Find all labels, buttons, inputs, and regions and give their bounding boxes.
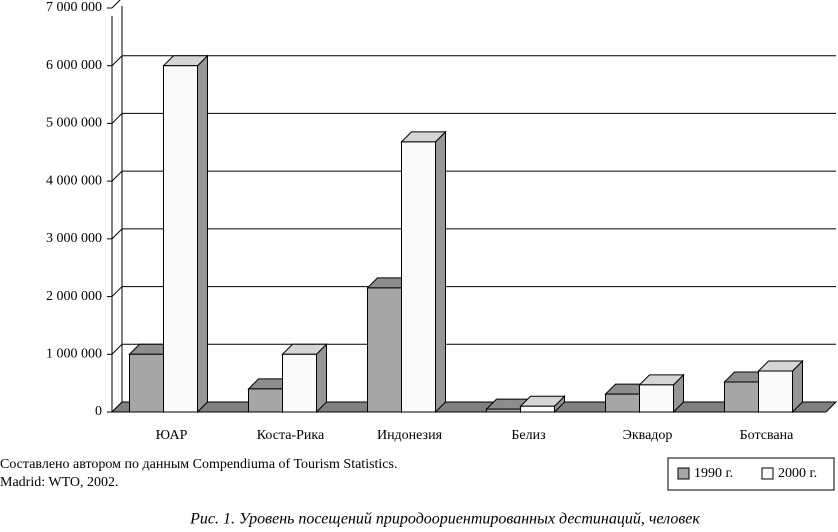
grid-line [111,286,836,297]
grid-line [111,0,121,9]
y-tick-label: 4 000 000 [46,173,102,188]
bar [367,287,402,413]
y-tick-label: 7 000 000 [46,0,102,15]
bar [605,393,640,413]
bar [486,408,521,413]
grid-line [111,112,836,124]
bar [401,141,436,413]
bar [758,370,793,413]
legend-swatch [761,467,774,480]
x-tick-label: Ботсвана [740,428,794,443]
source-line: Составлено автором по данным Compendiuma… [0,457,397,472]
legend-label: 1990 г. [694,466,733,481]
x-tick-label: Эквадор [623,428,673,443]
grid-line [111,55,836,67]
bar [639,384,674,413]
bar [248,388,283,413]
bar [724,381,759,413]
x-tick-label: Белиз [511,428,546,443]
bar [163,65,198,413]
bar-side [435,130,446,414]
y-tick-label: 3 000 000 [46,231,102,246]
y-tick-label: 6 000 000 [46,58,102,73]
bar-side [316,343,327,414]
grid-line [111,228,836,240]
x-tick-label: Коста-Рика [257,428,325,443]
x-tick-label: ЮАР [156,428,188,443]
bar [282,353,317,413]
bar-side [197,54,208,414]
y-tick-label: 0 [95,404,102,419]
bar [520,405,555,413]
legend-box [667,457,835,491]
source-line: Madrid: WTO, 2002. [0,475,118,490]
y-tick-label: 2 000 000 [46,289,102,304]
grid-line [111,170,836,182]
grid-line [111,343,836,355]
bar [129,353,164,413]
y-tick-label: 1 000 000 [46,347,102,362]
legend-swatch [677,467,690,480]
legend-label: 2000 г. [778,466,817,481]
caption: Рис. 1. Уровень посещений природоориенти… [189,511,700,528]
x-tick-label: Индонезия [377,428,443,443]
y-tick-label: 5 000 000 [46,116,102,131]
